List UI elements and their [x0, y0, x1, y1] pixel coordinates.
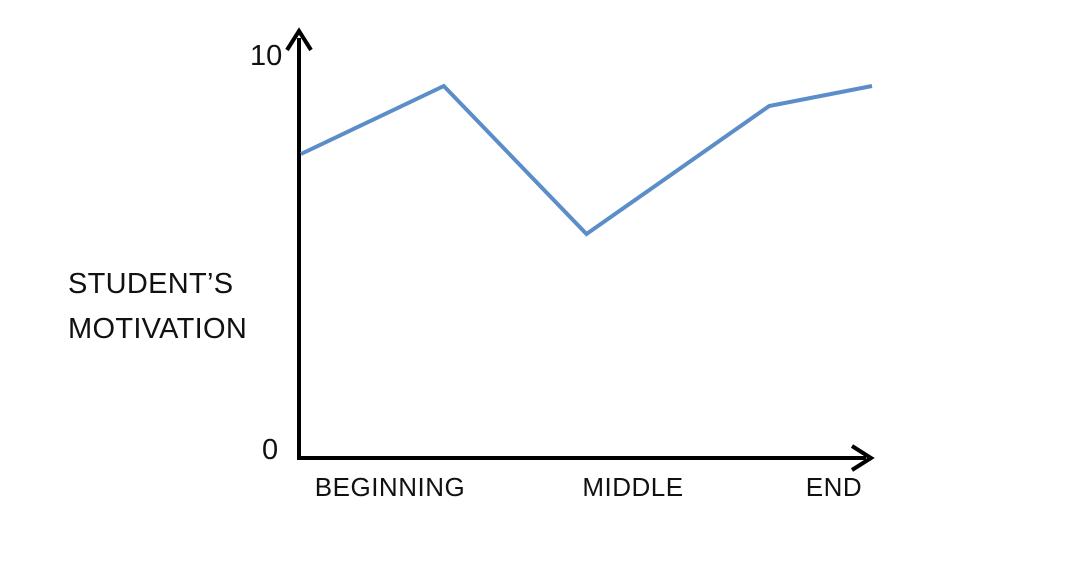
x-axis-arrowhead: [850, 444, 875, 472]
y-axis-arrowhead: [285, 27, 313, 52]
y-axis-label-line-1: STUDENT’S: [68, 268, 234, 300]
x-tick-label-beginning: BEGINNING: [314, 472, 466, 502]
y-tick-label-min: 0: [262, 434, 279, 466]
y-tick-label-max: 10: [250, 40, 283, 72]
x-tick-label-end: END: [805, 472, 863, 502]
series-line-0: [300, 83, 873, 237]
y-axis-label-line-2: MOTIVATION: [68, 313, 248, 345]
series-layer: [300, 83, 873, 237]
x-tick-label-middle: MIDDLE: [582, 472, 684, 502]
